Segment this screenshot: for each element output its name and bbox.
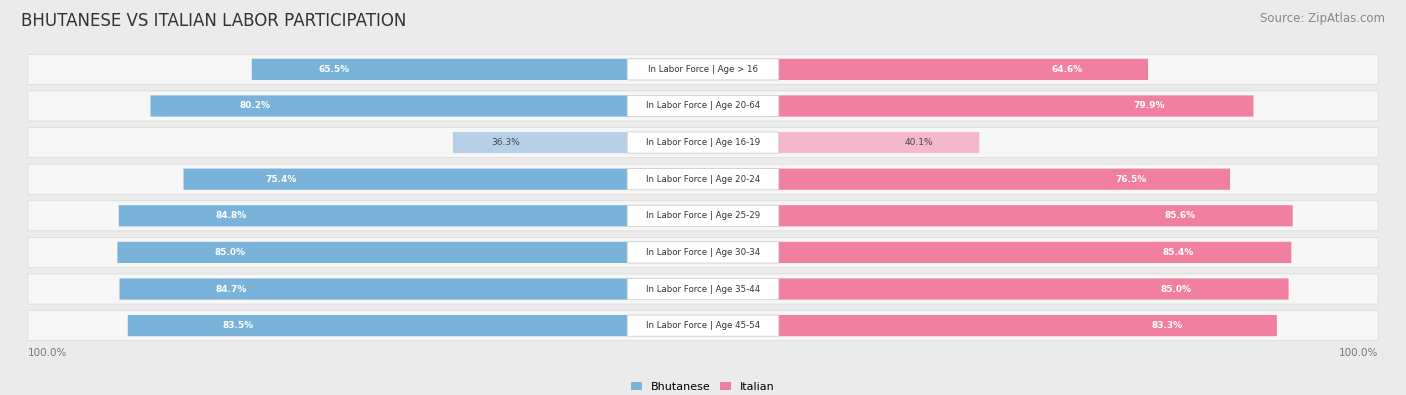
Text: In Labor Force | Age 35-44: In Labor Force | Age 35-44 <box>645 284 761 293</box>
Text: 100.0%: 100.0% <box>28 348 67 357</box>
FancyBboxPatch shape <box>779 169 1230 190</box>
Text: 85.0%: 85.0% <box>1161 284 1192 293</box>
FancyBboxPatch shape <box>779 205 1292 226</box>
FancyBboxPatch shape <box>252 59 627 80</box>
Text: In Labor Force | Age 30-34: In Labor Force | Age 30-34 <box>645 248 761 257</box>
Text: In Labor Force | Age 25-29: In Labor Force | Age 25-29 <box>645 211 761 220</box>
Text: In Labor Force | Age 20-64: In Labor Force | Age 20-64 <box>645 102 761 111</box>
FancyBboxPatch shape <box>150 95 627 117</box>
FancyBboxPatch shape <box>779 95 1254 117</box>
FancyBboxPatch shape <box>28 310 1378 340</box>
FancyBboxPatch shape <box>779 59 1149 80</box>
FancyBboxPatch shape <box>627 315 779 336</box>
FancyBboxPatch shape <box>627 132 779 153</box>
FancyBboxPatch shape <box>28 274 1378 304</box>
FancyBboxPatch shape <box>28 128 1378 158</box>
Text: Source: ZipAtlas.com: Source: ZipAtlas.com <box>1260 12 1385 25</box>
FancyBboxPatch shape <box>453 132 627 153</box>
FancyBboxPatch shape <box>779 242 1291 263</box>
FancyBboxPatch shape <box>28 164 1378 194</box>
Text: 100.0%: 100.0% <box>1339 348 1378 357</box>
Legend: Bhutanese, Italian: Bhutanese, Italian <box>627 377 779 395</box>
Text: In Labor Force | Age 16-19: In Labor Force | Age 16-19 <box>645 138 761 147</box>
Text: In Labor Force | Age 45-54: In Labor Force | Age 45-54 <box>645 321 761 330</box>
Text: 75.4%: 75.4% <box>266 175 297 184</box>
Text: 76.5%: 76.5% <box>1115 175 1146 184</box>
Text: 85.6%: 85.6% <box>1164 211 1195 220</box>
Text: In Labor Force | Age 20-24: In Labor Force | Age 20-24 <box>645 175 761 184</box>
Text: 83.5%: 83.5% <box>222 321 253 330</box>
Text: 84.8%: 84.8% <box>215 211 246 220</box>
Text: 36.3%: 36.3% <box>491 138 520 147</box>
FancyBboxPatch shape <box>779 315 1277 336</box>
FancyBboxPatch shape <box>184 169 627 190</box>
Text: 80.2%: 80.2% <box>240 102 271 111</box>
FancyBboxPatch shape <box>28 55 1378 85</box>
Text: 40.1%: 40.1% <box>905 138 934 147</box>
Text: 79.9%: 79.9% <box>1133 102 1164 111</box>
Text: 65.5%: 65.5% <box>319 65 350 74</box>
FancyBboxPatch shape <box>118 242 627 263</box>
Text: 85.0%: 85.0% <box>214 248 245 257</box>
FancyBboxPatch shape <box>779 132 979 153</box>
FancyBboxPatch shape <box>128 315 627 336</box>
FancyBboxPatch shape <box>627 205 779 226</box>
Text: BHUTANESE VS ITALIAN LABOR PARTICIPATION: BHUTANESE VS ITALIAN LABOR PARTICIPATION <box>21 12 406 30</box>
FancyBboxPatch shape <box>779 278 1289 300</box>
Text: 64.6%: 64.6% <box>1052 65 1083 74</box>
FancyBboxPatch shape <box>28 237 1378 267</box>
FancyBboxPatch shape <box>627 242 779 263</box>
FancyBboxPatch shape <box>28 201 1378 231</box>
FancyBboxPatch shape <box>627 95 779 117</box>
Text: 83.3%: 83.3% <box>1152 321 1182 330</box>
FancyBboxPatch shape <box>627 169 779 190</box>
FancyBboxPatch shape <box>627 278 779 300</box>
FancyBboxPatch shape <box>118 205 627 226</box>
FancyBboxPatch shape <box>28 91 1378 121</box>
Text: 84.7%: 84.7% <box>215 284 247 293</box>
Text: In Labor Force | Age > 16: In Labor Force | Age > 16 <box>648 65 758 74</box>
Text: 85.4%: 85.4% <box>1163 248 1194 257</box>
FancyBboxPatch shape <box>120 278 627 300</box>
FancyBboxPatch shape <box>627 59 779 80</box>
